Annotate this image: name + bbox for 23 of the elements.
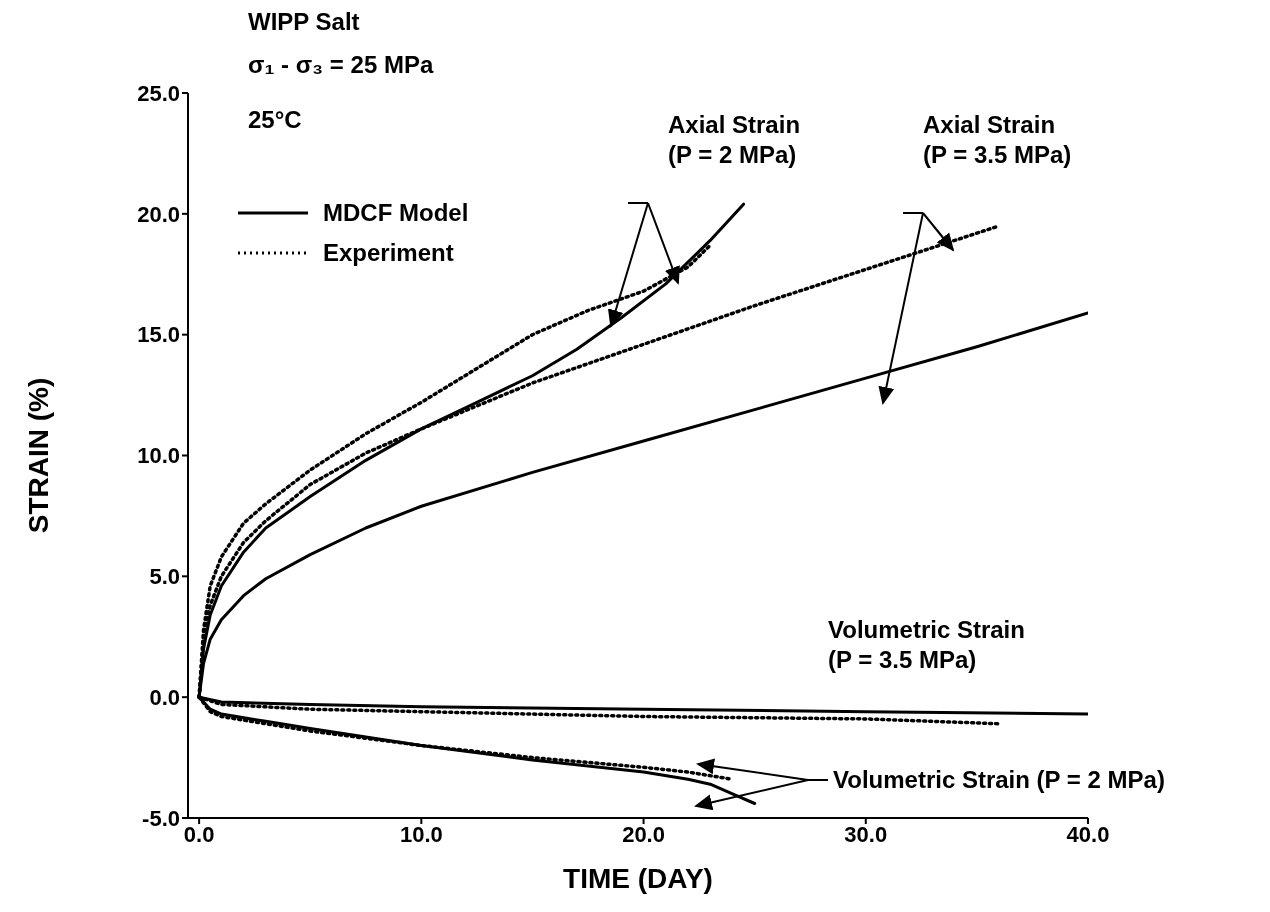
legend-label: Experiment [323,239,454,266]
x-tick-label: 20.0 [622,821,665,847]
annotation: Volumetric Strain (P = 2 MPa) [833,766,1165,793]
y-axis-title: STRAIN (%) [22,377,54,534]
y-tick-label: 5.0 [149,564,180,590]
x-axis-title: TIME (DAY) [563,863,713,894]
x-tick-label: 30.0 [844,821,888,847]
x-tick-label: 0.0 [183,821,215,847]
annotation: Axial Strain (P = 2 MPa) [668,111,801,168]
annotation: 25°C [248,106,302,133]
x-tick-label: 40.0 [1066,821,1110,847]
y-tick-label: 25.0 [137,80,180,106]
text: σ₁ - σ₃ = 25 MPa [248,51,434,78]
annotation: Volumetric Strain (P = 3.5 MPa) [828,616,1025,673]
y-tick-label: 20.0 [137,201,180,227]
y-tick-label: 0.0 [149,684,180,710]
x-tick-label: 10.0 [399,821,443,847]
y-tick-label: 10.0 [137,443,180,469]
y-tick-label: 15.0 [137,322,180,348]
legend-label: MDCF Model [323,199,469,226]
annotation: Axial Strain (P = 3.5 MPa) [923,111,1072,168]
y-tick-label: -5.0 [142,805,180,831]
chart-title: WIPP Salt [248,8,360,35]
